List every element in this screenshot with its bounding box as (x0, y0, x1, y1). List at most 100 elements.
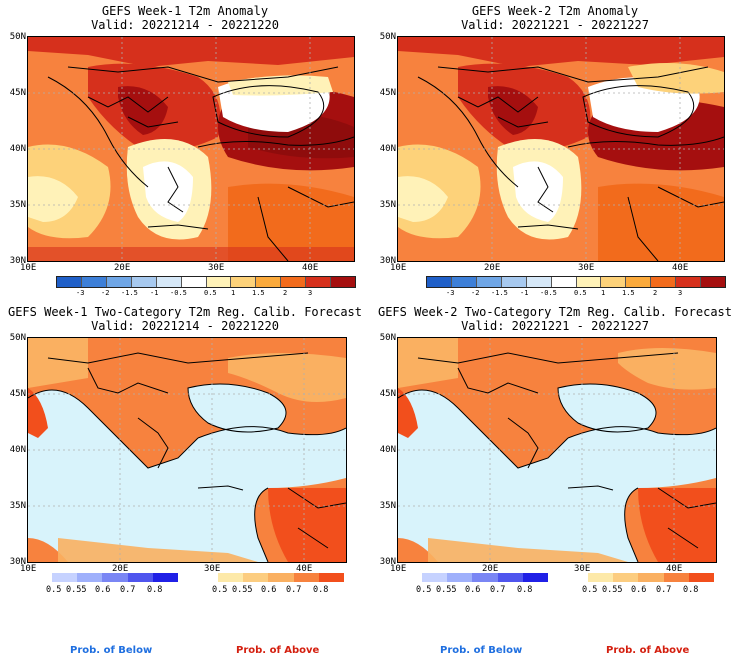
lon-label: 10E (20, 263, 37, 273)
lat-label: 40N (9, 144, 26, 154)
colorbar-label: 0.5 (204, 289, 217, 297)
colorbar-label: -1.5 (491, 289, 508, 297)
lat-label: 50N (379, 333, 396, 343)
lon-label: 10E (390, 564, 407, 574)
prob-above-legend: Prob. of Above (236, 645, 320, 656)
colorbar-label: 0.8 (517, 585, 533, 595)
colorbar-label: -2 (101, 289, 110, 297)
colorbar-label: -1 (150, 289, 159, 297)
probability-map (397, 337, 717, 563)
prob-below-legend: Prob. of Below (440, 645, 523, 656)
colorbar-label: 1.5 (252, 289, 265, 297)
lon-label: 10E (20, 564, 37, 574)
colorbar-label: 0.8 (313, 585, 329, 595)
colorbar-label: -0.5 (170, 289, 187, 297)
lon-label: 20E (114, 263, 131, 273)
colorbar-label: 0.5 (212, 585, 228, 595)
lat-label: 50N (9, 333, 26, 343)
colorbar-label: 3 (308, 289, 313, 297)
panel-title: GEFS Week-2 Two-Category T2m Reg. Calib.… (377, 305, 732, 319)
colorbar-label: 0.5 (46, 585, 62, 595)
lat-label: 35N (9, 200, 26, 210)
lon-label: 40E (666, 564, 683, 574)
lon-label: 20E (482, 564, 499, 574)
colorbar-label: -3 (76, 289, 85, 297)
colorbar-label: 0.5 (416, 585, 432, 595)
lat-label: 45N (379, 88, 396, 98)
lat-label: 35N (379, 200, 396, 210)
lat-label: 50N (379, 32, 396, 42)
lon-label: 40E (296, 564, 313, 574)
colorbar-label: 0.6 (631, 585, 647, 595)
lat-label: 30N (379, 557, 396, 567)
lat-label: 45N (9, 389, 26, 399)
probability-map (27, 337, 347, 563)
anomaly-map (27, 36, 355, 262)
panel-week2-anomaly: GEFS Week-2 T2m Anomaly Valid: 20221221 … (370, 0, 740, 300)
prob-above-legend: Prob. of Above (606, 645, 690, 656)
colorbar-label: 0.55 (232, 585, 253, 595)
colorbar-label: 0.5 (574, 289, 587, 297)
lon-label: 10E (390, 263, 407, 273)
lat-label: 35N (9, 501, 26, 511)
lat-label: 35N (379, 501, 396, 511)
colorbar-label: 0.55 (436, 585, 457, 595)
colorbar-label: 0.7 (490, 585, 506, 595)
prob-below-colorbar (422, 573, 549, 582)
colorbar-label: -1 (520, 289, 529, 297)
panel-valid-dates: Valid: 20221221 - 20221227 (461, 18, 649, 32)
colorbar-label: 0.6 (95, 585, 111, 595)
lat-label: 45N (9, 88, 26, 98)
colorbar-label: 0.6 (261, 585, 277, 595)
prob-below-legend: Prob. of Below (70, 645, 153, 656)
lat-label: 40N (9, 445, 26, 455)
colorbar-label: 1 (601, 289, 606, 297)
anomaly-colorbar (56, 276, 356, 288)
lon-label: 20E (112, 564, 129, 574)
colorbar-label: 0.5 (582, 585, 598, 595)
panel-valid-dates: Valid: 20221221 - 20221227 (461, 319, 649, 333)
colorbar-label: 0.7 (286, 585, 302, 595)
lon-label: 30E (578, 263, 595, 273)
colorbar-label: 0.8 (147, 585, 163, 595)
anomaly-map (397, 36, 725, 262)
panel-title: GEFS Week-1 T2m Anomaly (101, 4, 269, 18)
lat-label: 30N (379, 256, 396, 266)
prob-below-colorbar (52, 573, 179, 582)
lon-label: 30E (204, 564, 221, 574)
panel-week1-two-category: GEFS Week-1 Two-Category T2m Reg. Calib.… (0, 300, 370, 662)
lon-label: 30E (574, 564, 591, 574)
colorbar-label: 0.7 (120, 585, 136, 595)
colorbar-label: -0.5 (540, 289, 557, 297)
lat-label: 45N (379, 389, 396, 399)
colorbar-label: 0.55 (602, 585, 623, 595)
colorbar-label: -3 (446, 289, 455, 297)
colorbar-label: 2 (653, 289, 658, 297)
lat-label: 50N (9, 32, 26, 42)
lon-label: 30E (208, 263, 225, 273)
colorbar-label: 3 (678, 289, 683, 297)
colorbar-label: 1.5 (622, 289, 635, 297)
colorbar-label: 1 (231, 289, 236, 297)
panel-valid-dates: Valid: 20221214 - 20221220 (91, 319, 279, 333)
lat-label: 30N (9, 557, 26, 567)
colorbar-label: 0.7 (656, 585, 672, 595)
prob-above-colorbar (588, 573, 715, 582)
lon-label: 40E (302, 263, 319, 273)
panel-week1-anomaly: GEFS Week-1 T2m Anomaly Valid: 20221214 … (0, 0, 370, 300)
panel-title: GEFS Week-1 Two-Category T2m Reg. Calib.… (7, 305, 362, 319)
lat-label: 40N (379, 445, 396, 455)
colorbar-label: 2 (283, 289, 288, 297)
lat-label: 30N (9, 256, 26, 266)
panel-title: GEFS Week-2 T2m Anomaly (471, 4, 639, 18)
lon-label: 20E (484, 263, 501, 273)
prob-above-colorbar (218, 573, 345, 582)
colorbar-label: 0.8 (683, 585, 699, 595)
lat-label: 40N (379, 144, 396, 154)
lon-label: 40E (672, 263, 689, 273)
panel-valid-dates: Valid: 20221214 - 20221220 (91, 18, 279, 32)
anomaly-colorbar (426, 276, 726, 288)
panel-week2-two-category: GEFS Week-2 Two-Category T2m Reg. Calib.… (370, 300, 740, 662)
colorbar-label: 0.6 (465, 585, 481, 595)
colorbar-label: -2 (471, 289, 480, 297)
